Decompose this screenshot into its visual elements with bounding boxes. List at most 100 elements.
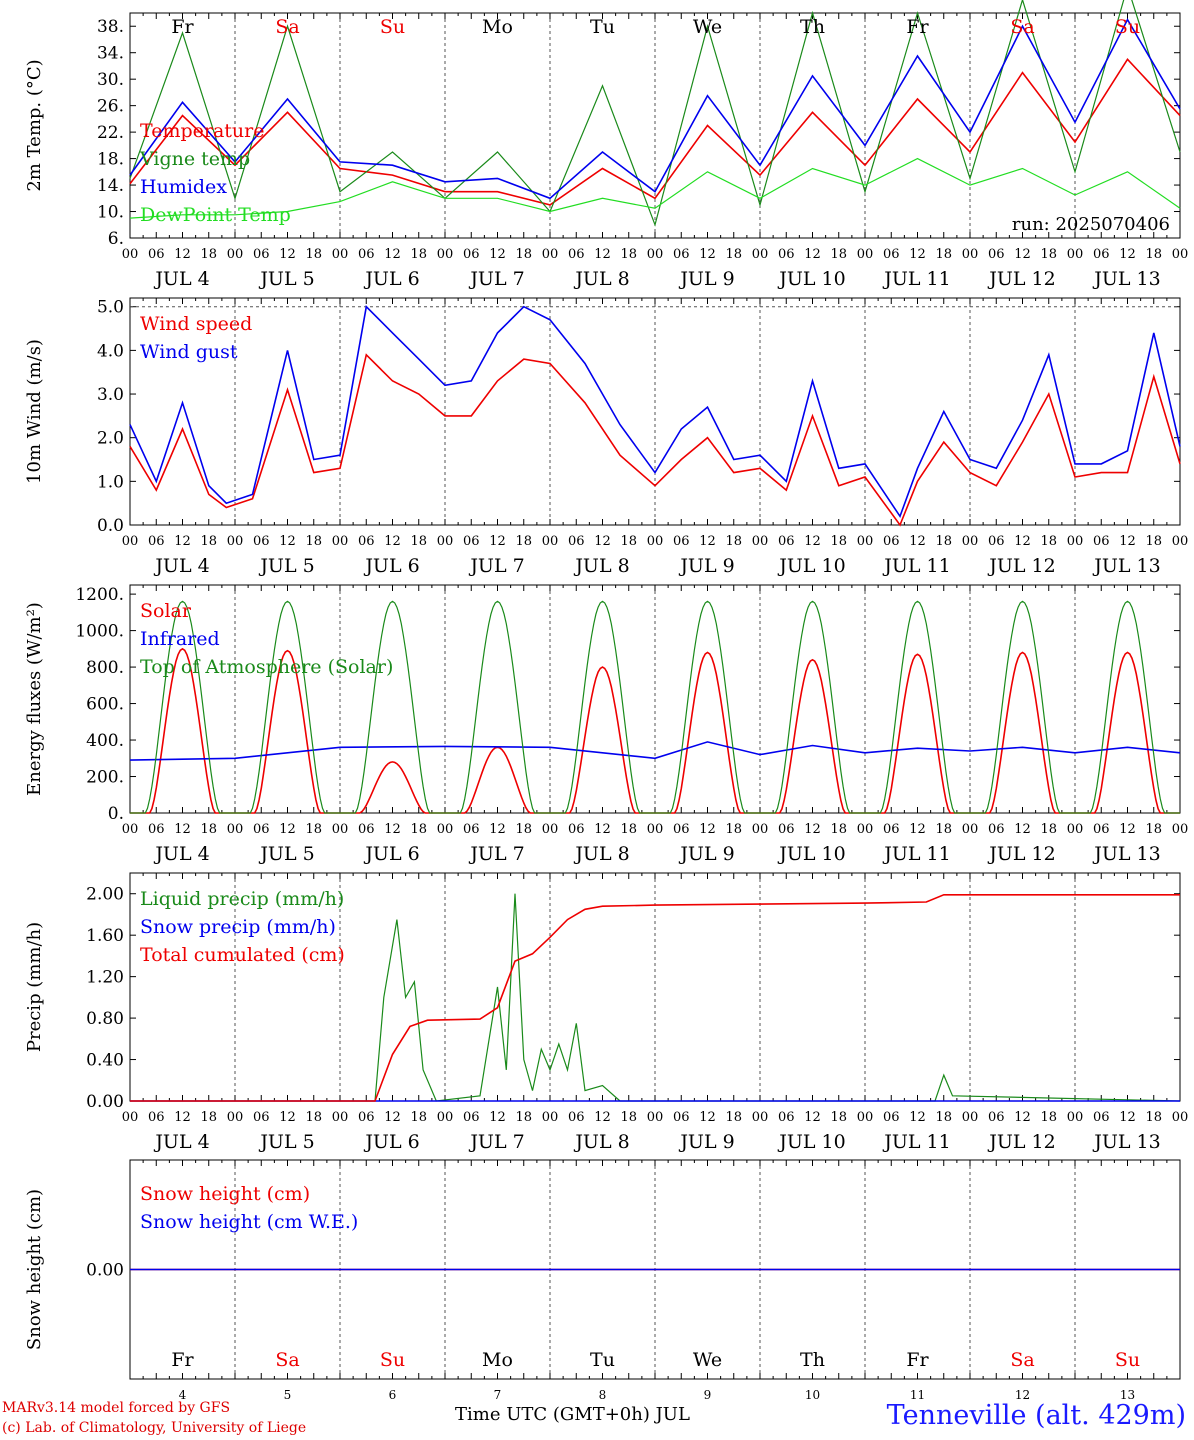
- hour-tick-label: 12: [174, 534, 191, 549]
- y-axis-title: Snow height (cm): [24, 1189, 45, 1350]
- hour-tick-label: 18: [935, 534, 952, 549]
- hour-tick-label: 00: [1172, 1110, 1189, 1125]
- y-tick-label: 0.00: [86, 1261, 124, 1281]
- hour-tick-label: 12: [174, 822, 191, 837]
- hour-tick-label: 00: [1172, 822, 1189, 837]
- hour-tick-label: 06: [988, 247, 1005, 262]
- hour-tick-label: 18: [200, 822, 217, 837]
- y-tick-label: 1200.: [75, 585, 124, 605]
- legend-entry: DewPoint Temp: [140, 204, 291, 226]
- date-label: JUL 6: [363, 843, 419, 865]
- date-label: JUL 4: [153, 843, 209, 865]
- panel-3: [129, 584, 1181, 814]
- hour-tick-label: 06: [148, 534, 165, 549]
- hour-tick-label: 18: [410, 1110, 427, 1125]
- day-name-label: Mo: [482, 1349, 513, 1371]
- hour-tick-label: 00: [962, 1110, 979, 1125]
- hour-tick-label: 06: [253, 534, 270, 549]
- hour-tick-label: 12: [489, 1110, 506, 1125]
- hour-tick-label: 12: [279, 247, 296, 262]
- day-name-label: Sa: [275, 16, 299, 38]
- date-label: JUL 7: [468, 843, 524, 865]
- hour-tick-label: 12: [699, 1110, 716, 1125]
- hour-tick-label: 18: [1145, 247, 1162, 262]
- hour-tick-label: 00: [542, 1110, 559, 1125]
- panel-5: [129, 1159, 1181, 1380]
- hour-tick-label: 12: [804, 534, 821, 549]
- panel-1: [129, 0, 1181, 239]
- series-line-temperature: [129, 57, 1181, 206]
- hour-tick-label: 00: [437, 1110, 454, 1125]
- hour-tick-label: 18: [305, 1110, 322, 1125]
- date-label: JUL 8: [573, 555, 629, 577]
- hour-tick-label: 00: [752, 822, 769, 837]
- hour-tick-label: 06: [463, 534, 480, 549]
- hour-tick-label: 18: [200, 1110, 217, 1125]
- hour-tick-label: 18: [830, 247, 847, 262]
- hour-tick-label: 06: [883, 822, 900, 837]
- hour-tick-label: 00: [647, 247, 664, 262]
- hour-tick-label: 12: [384, 247, 401, 262]
- day-name-label: Tu: [590, 16, 615, 38]
- hour-tick-label: 00: [752, 247, 769, 262]
- hour-tick-label: 12: [384, 822, 401, 837]
- day-name-label: We: [693, 1349, 722, 1371]
- hour-tick-label: 18: [305, 534, 322, 549]
- date-label: JUL 11: [882, 1131, 950, 1153]
- y-tick-label: 1.60: [86, 926, 124, 946]
- hour-tick-label: 00: [332, 822, 349, 837]
- series-line-humidex: [129, 17, 1181, 200]
- hour-tick-label: 00: [962, 247, 979, 262]
- hour-tick-label: 00: [647, 1110, 664, 1125]
- hour-tick-label: 06: [673, 534, 690, 549]
- date-label: JUL 7: [468, 555, 524, 577]
- date-label: JUL 11: [882, 555, 950, 577]
- day-name-label: Sa: [1010, 1349, 1034, 1371]
- hour-tick-label: 00: [122, 1110, 139, 1125]
- hour-tick-label: 12: [1014, 534, 1031, 549]
- legend-entry: Total cumulated (cm): [140, 944, 345, 966]
- date-label: JUL 7: [468, 1131, 524, 1153]
- hour-tick-label: 18: [935, 247, 952, 262]
- hour-tick-label: 06: [883, 1110, 900, 1125]
- hour-tick-label: 00: [1067, 1110, 1084, 1125]
- day-name-label: Tu: [590, 1349, 615, 1371]
- y-tick-label: 26.: [97, 97, 124, 117]
- date-label: JUL 11: [882, 268, 950, 290]
- date-label: JUL 6: [363, 555, 419, 577]
- hour-tick-label: 12: [594, 534, 611, 549]
- day-number-label: 4: [179, 1388, 187, 1402]
- date-label: JUL 8: [573, 1131, 629, 1153]
- hour-tick-label: 18: [725, 822, 742, 837]
- day-name-label: Th: [800, 1349, 825, 1371]
- y-tick-label: 2.00: [86, 885, 124, 905]
- hour-tick-label: 18: [410, 822, 427, 837]
- legend-entry: Solar: [140, 600, 192, 622]
- hour-tick-label: 00: [437, 534, 454, 549]
- series-line-liquid-precip-mm-h-: [130, 893, 1181, 1102]
- hour-tick-label: 06: [883, 247, 900, 262]
- hour-tick-label: 00: [752, 534, 769, 549]
- hour-tick-label: 00: [542, 247, 559, 262]
- legend-entry: Top of Atmosphere (Solar): [140, 656, 393, 678]
- hour-tick-label: 12: [804, 822, 821, 837]
- hour-tick-label: 06: [148, 1110, 165, 1125]
- hour-tick-label: 06: [148, 247, 165, 262]
- hour-tick-label: 12: [1119, 1110, 1136, 1125]
- hour-tick-label: 06: [358, 1110, 375, 1125]
- hour-tick-label: 06: [1093, 247, 1110, 262]
- hour-tick-label: 06: [148, 822, 165, 837]
- hour-tick-label: 18: [200, 534, 217, 549]
- hour-tick-label: 18: [1040, 822, 1057, 837]
- hour-tick-label: 12: [909, 822, 926, 837]
- series-line-infrared: [129, 741, 1181, 761]
- y-tick-label: 200.: [86, 768, 124, 788]
- day-number-label: 6: [389, 1388, 397, 1402]
- hour-tick-label: 18: [515, 534, 532, 549]
- hour-tick-label: 06: [988, 534, 1005, 549]
- hour-tick-label: 18: [410, 247, 427, 262]
- legend-entry: Snow height (cm): [140, 1183, 310, 1205]
- hour-tick-label: 12: [489, 247, 506, 262]
- hour-tick-label: 12: [279, 1110, 296, 1125]
- hour-tick-label: 06: [358, 822, 375, 837]
